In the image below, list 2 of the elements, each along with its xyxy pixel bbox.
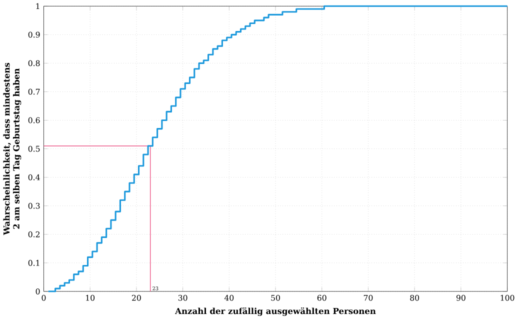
x-axis-title: Anzahl der zufällig ausgewählten Personen [175, 307, 376, 316]
y-axis-title: Wahrscheinlichkeit, dass mindestens 2 am selben Tag Geburtstag haben [3, 62, 22, 236]
